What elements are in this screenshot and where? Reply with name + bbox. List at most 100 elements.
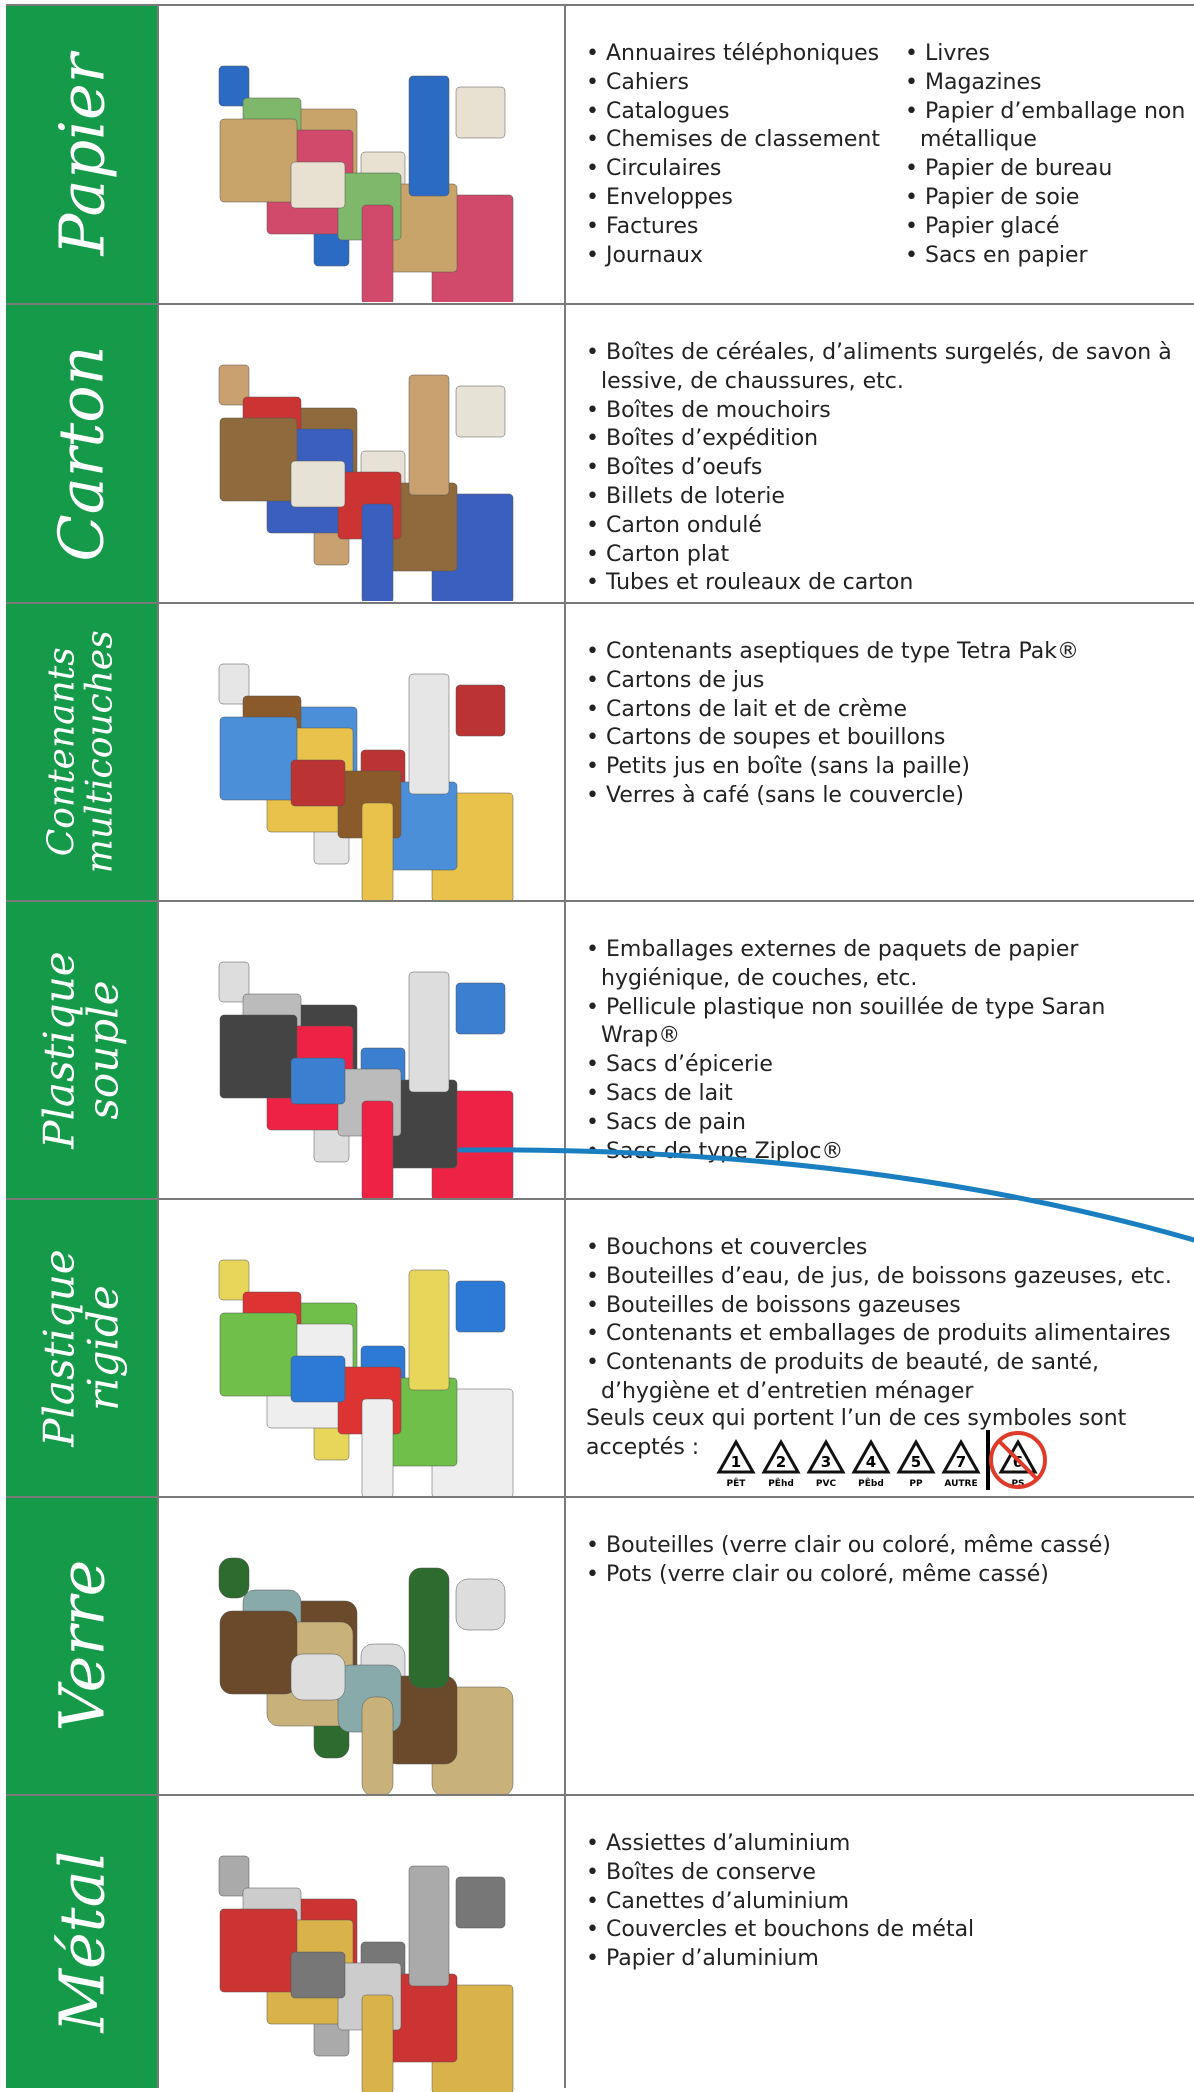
photo-item xyxy=(219,417,298,502)
label-line: Carton xyxy=(44,345,118,562)
item: Carton ondulé xyxy=(586,512,1186,541)
photo-illustration xyxy=(218,961,514,1198)
photo-illustration xyxy=(218,65,514,302)
photo-item xyxy=(290,1355,346,1403)
resin-symbols: 1PÊT2PÊhd3PVC4PÊbd5PP7AUTRE6PS xyxy=(716,1430,1047,1490)
category-photo xyxy=(157,6,566,303)
category-band xyxy=(6,604,157,900)
photo-item xyxy=(361,503,394,601)
item: Sacs de type Ziploc® xyxy=(586,1138,1186,1167)
photo-item xyxy=(218,364,250,406)
resin-code: PÊhd xyxy=(768,1477,794,1489)
recycle-triangle xyxy=(761,1438,801,1474)
item: Sacs d’épicerie xyxy=(586,1051,1186,1080)
resin-number: 3 xyxy=(821,1453,831,1471)
photo-item xyxy=(361,802,394,900)
photo-item xyxy=(361,204,394,302)
photo-item xyxy=(218,1259,250,1301)
photo-item xyxy=(408,1269,450,1391)
photo-illustration xyxy=(218,364,514,601)
acceptance-note: Seuls ceux qui portent l’un de ces symbo… xyxy=(586,1406,1127,1460)
item: Pots (verre clair ou coloré, même cassé) xyxy=(586,1561,1186,1590)
resin-code: AUTRE xyxy=(944,1479,977,1489)
category-band xyxy=(6,1200,157,1496)
category-photo xyxy=(157,604,566,900)
item: Boîtes de conserve xyxy=(586,1859,1186,1888)
photo-item xyxy=(408,971,450,1093)
photo-item xyxy=(361,1100,394,1198)
item: Bouteilles de boissons gazeuses xyxy=(586,1292,1186,1321)
photo-item xyxy=(455,1578,506,1631)
item-list: Contenants aseptiques de type Tetra Pak®… xyxy=(586,638,1186,811)
resin-code: PÊbd xyxy=(858,1477,884,1489)
item: Sacs en papier xyxy=(905,242,1190,271)
recycle-triangle xyxy=(716,1438,756,1474)
item: Magazines xyxy=(905,69,1190,98)
item: Cartons de jus xyxy=(586,667,1186,696)
prohibited-circle xyxy=(989,1431,1047,1489)
item: Papier de soie xyxy=(905,184,1190,213)
photo-item xyxy=(219,1610,298,1695)
resin-number: 1 xyxy=(731,1453,741,1471)
photo-item xyxy=(408,374,450,496)
resin-number: 2 xyxy=(776,1453,786,1471)
photo-item xyxy=(408,1865,450,1987)
item: Boîtes de mouchoirs xyxy=(586,397,1186,426)
item: Couvercles et bouchons de métal xyxy=(586,1916,1186,1945)
item: Assiettes d’aluminium xyxy=(586,1830,1186,1859)
item: Bouteilles (verre clair ou coloré, même … xyxy=(586,1532,1186,1561)
recycle-triangle xyxy=(998,1438,1038,1474)
category-label-box: Verre xyxy=(6,1498,157,1794)
photo-item xyxy=(218,961,250,1003)
photo-item xyxy=(290,759,346,807)
item: Emballages externes de paquets de papier… xyxy=(586,936,1186,994)
item: Petits jus en boîte (sans la paille) xyxy=(586,753,1186,782)
label-line: Métal xyxy=(44,1851,118,2033)
item: Circulaires xyxy=(586,155,886,184)
label-line: Plastique xyxy=(34,951,84,1149)
item: Tubes et rouleaux de carton xyxy=(586,569,1186,598)
photo-item xyxy=(408,1567,450,1689)
category-label-box: Plastique souple xyxy=(6,902,157,1198)
resin-number: 5 xyxy=(911,1453,921,1471)
item: Boîtes de céréales, d’aliments surgelés,… xyxy=(586,339,1186,397)
item: Livres xyxy=(905,40,1190,69)
category-photo xyxy=(157,902,566,1198)
photo-item xyxy=(361,1398,394,1496)
recycle-triangle xyxy=(941,1438,981,1474)
item: Canettes d’aluminium xyxy=(586,1888,1186,1917)
photo-item xyxy=(218,1557,250,1599)
category-photo xyxy=(157,1796,566,2092)
category-label: Métal xyxy=(45,1851,118,2033)
item-list: Emballages externes de paquets de papier… xyxy=(586,936,1186,1166)
category-band xyxy=(6,1498,157,1794)
photo-illustration xyxy=(218,1557,514,1794)
item: Annuaires téléphoniques xyxy=(586,40,886,69)
resin-number: 4 xyxy=(866,1453,876,1471)
item: Boîtes d’oeufs xyxy=(586,454,1186,483)
resin-code: PP xyxy=(909,1479,923,1489)
photo-item xyxy=(290,1057,346,1105)
prohibited-slash xyxy=(997,1439,1039,1481)
photo-item xyxy=(455,684,506,737)
item: Verres à café (sans le couvercle) xyxy=(586,782,1186,811)
photo-item xyxy=(219,118,298,203)
photo-item xyxy=(290,460,346,508)
item: Contenants et emballages de produits ali… xyxy=(586,1320,1186,1349)
category-label-box: Papier xyxy=(6,6,157,303)
photo-item xyxy=(455,86,506,139)
label-line: souple xyxy=(78,980,128,1120)
category-label-box: Carton xyxy=(6,305,157,602)
item: Contenants de produits de beauté, de san… xyxy=(586,1349,1186,1407)
category-label: Plastique souple xyxy=(34,951,128,1149)
photo-item xyxy=(218,1855,250,1897)
item: Papier glacé xyxy=(905,213,1190,242)
item: Cahiers xyxy=(586,69,886,98)
resin-code: PÊT xyxy=(727,1477,747,1489)
photo-illustration xyxy=(218,1259,514,1496)
item-list: LivresMagazinesPapier d’emballage non mé… xyxy=(905,40,1190,270)
resin-code: PS xyxy=(1011,1479,1024,1489)
category-row: Papier Annuaires téléphoniquesCahiersCata… xyxy=(6,4,1194,303)
